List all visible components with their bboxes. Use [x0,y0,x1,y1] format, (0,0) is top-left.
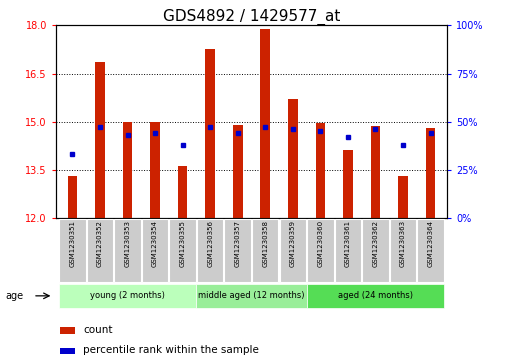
Bar [178,167,187,218]
Bar [87,219,113,282]
Bar [306,284,444,308]
Bar [114,219,141,282]
Text: GSM1230363: GSM1230363 [400,220,406,267]
Bar [426,128,435,218]
Bar [417,219,443,282]
Bar [142,219,168,282]
Title: GDS4892 / 1429577_at: GDS4892 / 1429577_at [163,9,340,25]
Text: GSM1230354: GSM1230354 [152,220,158,267]
Bar [59,219,86,282]
Text: GSM1230362: GSM1230362 [372,220,378,267]
Bar [335,219,361,282]
Text: aged (24 months): aged (24 months) [338,291,413,300]
Text: GSM1230361: GSM1230361 [345,220,351,267]
Bar [68,176,77,218]
Bar [122,122,132,218]
Text: GSM1230352: GSM1230352 [97,220,103,267]
Bar [197,219,224,282]
Bar [371,126,380,218]
Bar [307,219,334,282]
Bar [60,327,75,334]
Bar [58,284,197,308]
Bar [362,219,389,282]
Text: middle aged (12 months): middle aged (12 months) [198,291,305,300]
Text: GSM1230353: GSM1230353 [124,220,131,267]
Text: GSM1230359: GSM1230359 [290,220,296,267]
Bar [150,122,160,218]
Text: GSM1230357: GSM1230357 [235,220,241,267]
Text: young (2 months): young (2 months) [90,291,165,300]
Bar [279,219,306,282]
Text: age: age [5,291,23,301]
Text: percentile rank within the sample: percentile rank within the sample [83,345,259,355]
Bar [252,219,278,282]
Bar [390,219,416,282]
Text: GSM1230351: GSM1230351 [70,220,75,267]
Bar [261,29,270,218]
Bar [197,284,306,308]
Bar [343,151,353,218]
Bar [315,123,325,218]
Text: GSM1230358: GSM1230358 [262,220,268,267]
Bar [225,219,251,282]
Text: count: count [83,325,113,335]
Bar [205,49,215,218]
Text: GSM1230364: GSM1230364 [428,220,433,267]
Text: GSM1230355: GSM1230355 [180,220,185,267]
Bar [288,99,298,218]
Bar [95,62,105,218]
Bar [169,219,196,282]
Text: GSM1230360: GSM1230360 [318,220,323,267]
Bar [233,125,242,218]
Bar [398,176,408,218]
Text: GSM1230356: GSM1230356 [207,220,213,267]
Bar [60,348,75,354]
